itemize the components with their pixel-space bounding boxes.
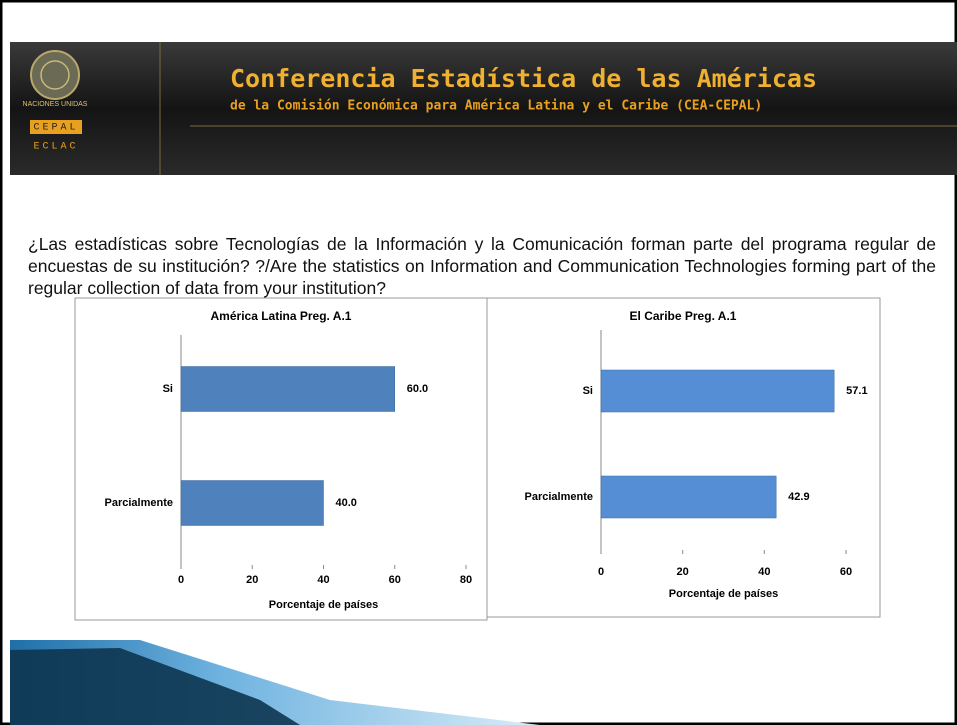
x-tick-label: 0: [178, 574, 184, 586]
x-tick-label: 40: [317, 574, 329, 586]
org-name: NACIONES UNIDAS: [23, 101, 88, 108]
banner-title: Conferencia Estadística de las Américas: [230, 64, 817, 93]
logo-bottom: ECLAC: [33, 142, 78, 153]
bar: [181, 367, 395, 412]
value-label: 60.0: [407, 383, 428, 395]
x-axis-label: Porcentaje de países: [269, 599, 378, 611]
x-tick-label: 20: [677, 566, 689, 578]
bar: [181, 481, 324, 526]
x-tick-label: 80: [460, 574, 472, 586]
banner-subtitle: de la Comisión Económica para América La…: [230, 99, 762, 114]
x-tick-label: 20: [246, 574, 258, 586]
bar: [601, 370, 834, 412]
bar: [601, 476, 776, 518]
value-label: 40.0: [336, 497, 357, 509]
value-label: 42.9: [788, 491, 809, 503]
x-tick-label: 0: [598, 566, 604, 578]
question: ¿Las estadísticas sobre Tecnologías de l…: [28, 233, 936, 299]
x-axis-label: Porcentaje de países: [669, 588, 778, 600]
y-tick-label: Si: [583, 385, 593, 397]
y-tick-label: Si: [163, 383, 173, 395]
x-tick-label: 60: [840, 566, 852, 578]
chart-title: El Caribe Preg. A.1: [630, 309, 737, 323]
un-emblem: [31, 51, 79, 99]
y-tick-label: Parcialmente: [525, 491, 593, 503]
y-tick-label: Parcialmente: [105, 497, 173, 509]
value-label: 57.1: [846, 385, 867, 397]
slide: NACIONES UNIDAS CEPAL ECLAC Conferencia …: [0, 0, 957, 725]
chart-title: América Latina Preg. A.1: [211, 309, 352, 323]
chart-box: [75, 298, 487, 620]
x-tick-label: 40: [758, 566, 770, 578]
x-tick-label: 60: [389, 574, 401, 586]
logo-top: CEPAL: [33, 123, 78, 134]
slide-canvas: NACIONES UNIDAS CEPAL ECLAC Conferencia …: [0, 0, 957, 725]
